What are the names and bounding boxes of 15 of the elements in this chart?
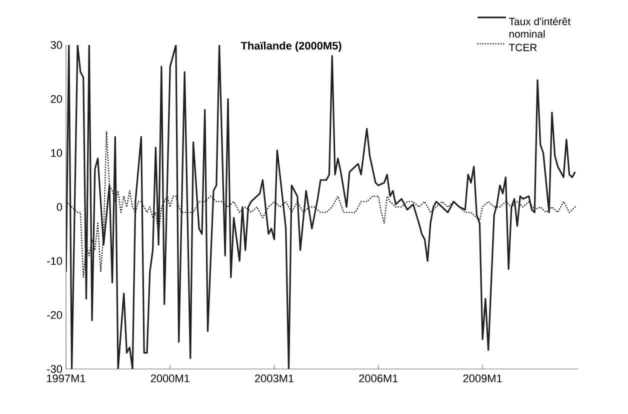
x-tick-label: 2006M1 [359, 374, 398, 382]
x-tick-label: 2003M1 [255, 374, 294, 382]
y-tick-label: 0 [56, 203, 62, 211]
x-tick-label: 1997M1 [47, 374, 86, 382]
y-tick-label: -10 [47, 257, 62, 265]
y-tick-label: 30 [50, 41, 62, 49]
chart-title: Thaïlande (2000M5) [240, 42, 342, 52]
y-tick-label: 20 [50, 95, 62, 103]
x-tick-label: 2009M1 [463, 374, 502, 382]
x-tick-label: 2000M1 [150, 374, 190, 382]
legend-label: Taux d'intérêt nominal [508, 17, 571, 38]
y-tick-label: -20 [47, 311, 62, 319]
y-tick-label: -30 [47, 365, 62, 373]
legend-label: TCER [508, 44, 537, 52]
y-tick-label: 10 [51, 149, 62, 157]
